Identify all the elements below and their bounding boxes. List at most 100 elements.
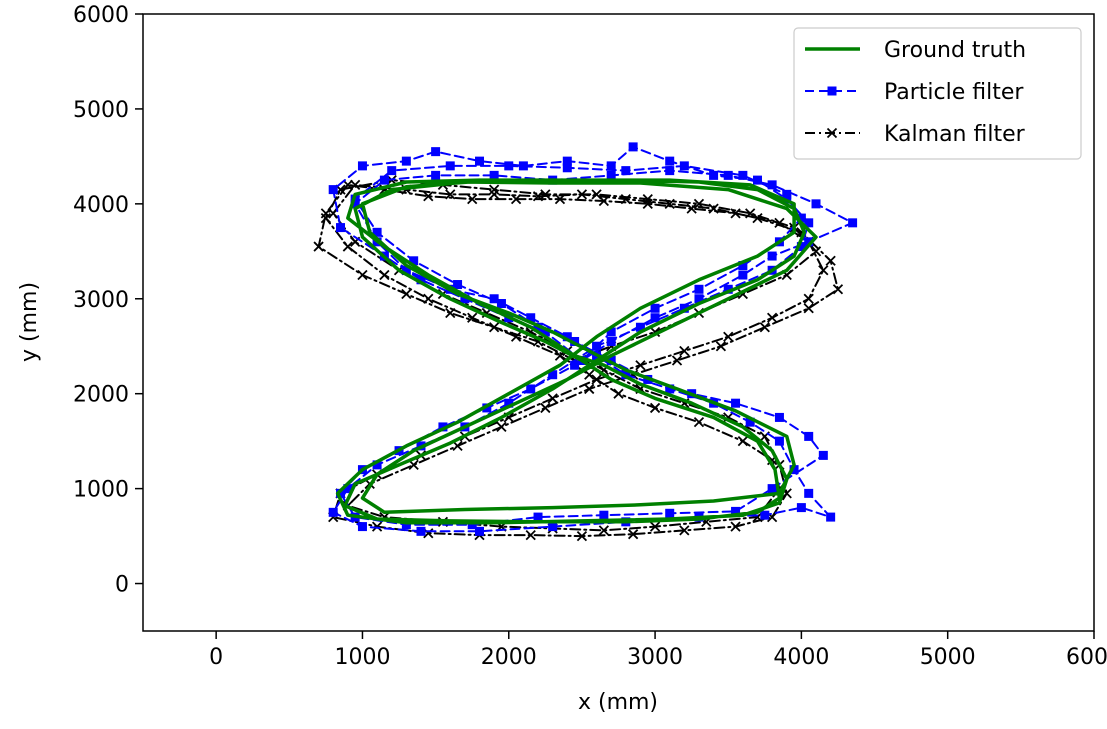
particle-filter-marker	[475, 526, 485, 536]
kalman-filter-marker-stroke	[350, 179, 361, 190]
particle-filter-marker	[782, 189, 792, 199]
particle-filter-marker	[694, 284, 704, 294]
particle-filter-marker	[848, 218, 858, 228]
particle-filter-marker	[606, 327, 616, 337]
kalman-filter-marker-stroke	[576, 189, 588, 200]
kalman-filter-marker-stroke	[401, 288, 412, 300]
particle-filter-marker	[752, 175, 762, 185]
kalman-filter-marker	[693, 198, 705, 209]
kalman-filter-marker-stroke	[591, 374, 602, 385]
particle-filter-marker	[548, 370, 558, 380]
legend-marker	[826, 127, 838, 139]
particle-filter-marker	[723, 284, 733, 294]
particle-filter-marker	[445, 161, 455, 171]
kalman-filter-marker-stroke	[423, 191, 434, 202]
kalman-filter-marker-stroke	[679, 345, 690, 357]
kalman-filter-marker	[452, 440, 463, 452]
y-tick-label: 0	[115, 573, 129, 598]
particle-filter-marker	[416, 275, 426, 285]
kalman-filter-marker	[730, 208, 741, 219]
kalman-filter-marker-stroke	[693, 417, 705, 428]
x-tick-label: 2000	[481, 645, 537, 670]
particle-filter-marker	[679, 161, 689, 171]
kalman-filter-marker-stroke	[540, 189, 551, 200]
particle-filter-marker	[592, 341, 602, 351]
kalman-filter-marker-stroke	[781, 488, 792, 499]
particle-filter-marker	[665, 384, 675, 394]
kalman-filter-marker-stroke	[730, 208, 741, 219]
kalman-filter-marker-stroke	[759, 322, 770, 333]
x-tick-label: 4000	[773, 645, 829, 670]
kalman-filter-marker	[467, 312, 478, 323]
kalman-filter-marker	[803, 293, 814, 304]
particle-filter-marker	[628, 142, 638, 152]
particle-filter-marker	[504, 161, 514, 171]
particle-filter-marker	[562, 332, 572, 342]
kalman-filter-marker-stroke	[620, 193, 631, 205]
kalman-filter-marker-stroke	[642, 193, 653, 205]
particle-filter-marker	[796, 213, 806, 223]
particle-filter-marker	[401, 520, 411, 530]
kalman-filter-marker-stroke	[598, 195, 610, 207]
kalman-filter-marker-stroke	[627, 529, 639, 540]
particle-filter-marker	[745, 417, 755, 427]
particle-filter-marker	[518, 161, 528, 171]
kalman-filter-marker	[445, 307, 456, 319]
particle-filter-marker	[489, 170, 499, 180]
kalman-filter-marker	[627, 529, 639, 540]
x-axis: 0 1000 2000 3000 4000 5000 6000	[209, 631, 1107, 670]
particle-filter-marker	[665, 166, 675, 176]
kalman-filter-marker-stroke	[635, 360, 646, 371]
kalman-filter-marker	[664, 198, 675, 209]
kalman-filter-marker	[825, 255, 836, 266]
kalman-filter-marker	[510, 193, 522, 205]
kalman-filter-marker	[525, 529, 536, 541]
kalman-filter-marker	[540, 402, 551, 414]
kalman-filter-marker	[686, 203, 697, 214]
particle-filter-marker	[379, 175, 389, 185]
kalman-filter-marker	[554, 193, 566, 205]
particle-filter-marker	[826, 512, 836, 522]
particle-filter-marker	[343, 484, 353, 494]
particle-filter-marker	[460, 294, 470, 304]
kalman-filter-marker	[613, 388, 624, 399]
particle-filter-marker	[475, 156, 485, 166]
kalman-filter-marker-stroke	[693, 198, 705, 209]
particle-filter-marker	[409, 256, 419, 266]
series-layer	[313, 142, 858, 542]
particle-filter-marker	[372, 460, 382, 470]
particle-filter-marker	[635, 322, 645, 332]
kalman-filter-marker	[554, 350, 566, 361]
kalman-filter-marker-stroke	[584, 383, 595, 395]
kalman-filter-marker	[357, 269, 368, 281]
kalman-filter-marker	[547, 393, 558, 404]
particle-filter-marker	[760, 510, 770, 520]
particle-filter-marker	[665, 156, 675, 166]
kalman-filter-marker	[342, 241, 353, 252]
kalman-filter-marker-stroke	[503, 412, 514, 423]
particle-filter-marker	[767, 251, 777, 261]
x-tick-label: 5000	[920, 645, 976, 670]
particle-filter-line	[332, 145, 854, 533]
kalman-filter-marker	[818, 265, 829, 276]
particle-filter-marker	[679, 303, 689, 313]
kalman-filter-marker-stroke	[649, 402, 661, 414]
kalman-filter-marker	[591, 189, 602, 200]
kalman-filter-marker	[715, 341, 727, 352]
particle-filter-marker	[562, 163, 572, 173]
particle-filter-marker	[467, 520, 477, 530]
kalman-filter-marker	[489, 184, 500, 195]
particle-filter-marker	[774, 412, 784, 422]
legend-item-ground-truth: Ground truth	[805, 38, 1026, 63]
kalman-filter-marker	[679, 345, 690, 357]
particle-filter-marker	[650, 303, 660, 313]
particle-filter-marker	[796, 503, 806, 513]
kalman-filter-marker-stroke	[532, 191, 544, 202]
kalman-filter-marker-stroke	[679, 525, 690, 536]
x-tick-label: 3000	[627, 645, 683, 670]
particle-filter-marker	[431, 170, 441, 180]
kalman-filter-marker	[708, 203, 719, 214]
kalman-filter-marker-stroke	[708, 203, 719, 214]
kalman-filter-marker	[350, 179, 361, 190]
particle-filter-marker	[738, 170, 748, 180]
